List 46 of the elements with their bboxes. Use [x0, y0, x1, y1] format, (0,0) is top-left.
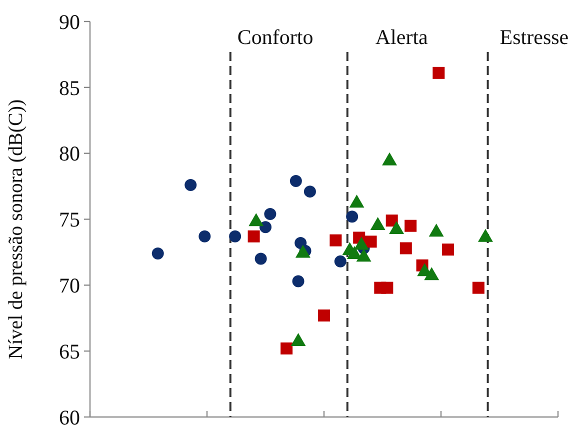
- point: [432, 66, 445, 79]
- point: [346, 210, 358, 223]
- y-tick-label: 70: [59, 274, 80, 298]
- point: [424, 267, 440, 280]
- y-tick-label: 85: [59, 76, 80, 100]
- point: [400, 242, 412, 254]
- point: [382, 152, 398, 166]
- point: [198, 230, 211, 242]
- annotation: Conforto: [237, 25, 314, 49]
- point: [254, 252, 267, 265]
- y-tick-label: 75: [59, 208, 80, 232]
- y-tick-label: 60: [59, 405, 80, 430]
- point: [229, 230, 242, 242]
- point: [295, 244, 310, 258]
- point: [290, 333, 306, 346]
- point: [389, 220, 404, 234]
- y-axis-title: Nível de pressão sonora (dB(C)): [5, 99, 27, 360]
- point: [354, 236, 369, 250]
- point: [248, 213, 264, 226]
- point: [370, 217, 386, 230]
- point: [290, 175, 302, 188]
- point: [152, 248, 164, 260]
- point: [381, 282, 394, 294]
- point: [280, 342, 293, 354]
- point: [184, 178, 197, 191]
- annotation: Estresse: [500, 25, 569, 49]
- point: [304, 186, 316, 198]
- point: [264, 208, 276, 220]
- point: [349, 194, 364, 208]
- y-tick-label: 90: [59, 10, 80, 34]
- point: [292, 275, 304, 288]
- point: [330, 234, 342, 246]
- y-tick-label: 65: [59, 339, 80, 364]
- point: [248, 230, 260, 242]
- point: [472, 282, 484, 294]
- point: [364, 236, 377, 248]
- point: [404, 220, 417, 232]
- point: [356, 248, 372, 262]
- point: [260, 221, 272, 234]
- point: [334, 255, 346, 268]
- point: [318, 309, 330, 322]
- point: [478, 228, 493, 242]
- annotation: Alerta: [375, 25, 429, 49]
- point: [442, 244, 454, 256]
- point: [428, 224, 444, 237]
- y-tick-label: 80: [59, 142, 80, 166]
